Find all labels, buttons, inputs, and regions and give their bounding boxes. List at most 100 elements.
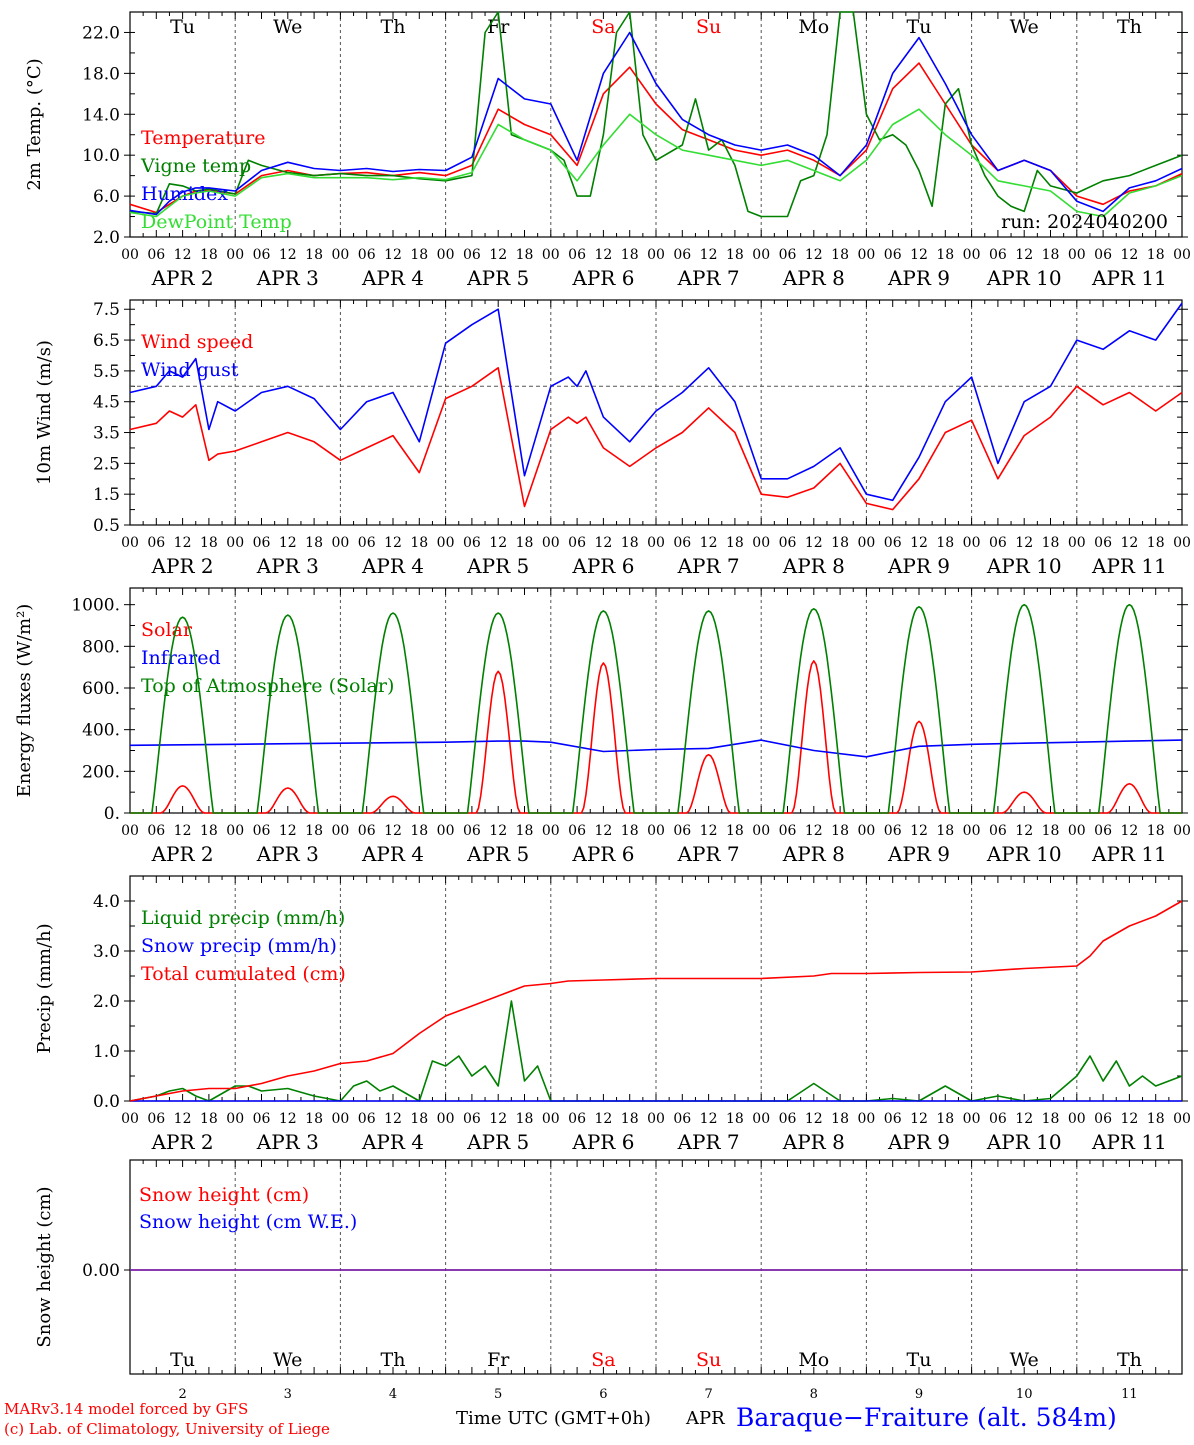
series-line-top-of-atmosphere-solar — [130, 603, 1182, 814]
hour-tick-label: 12 — [1015, 1111, 1033, 1127]
hour-tick-label: 00 — [963, 535, 981, 551]
hour-tick-label: 12 — [700, 1111, 718, 1127]
hour-tick-label: 06 — [1094, 535, 1112, 551]
hour-tick-label: 18 — [516, 823, 534, 839]
hour-tick-label: 00 — [542, 535, 560, 551]
day-number-label: 10 — [1016, 1387, 1033, 1402]
hour-tick-label: 12 — [1120, 823, 1138, 839]
hour-tick-label: 18 — [1147, 1111, 1165, 1127]
weekday-label: Tu — [907, 16, 932, 38]
hour-tick-label: 12 — [279, 247, 297, 263]
legend-entry: Infrared — [141, 647, 221, 669]
hour-tick-label: 00 — [121, 247, 139, 263]
hour-tick-label: 06 — [568, 535, 586, 551]
day-number-label: 4 — [389, 1387, 397, 1402]
hour-tick-label: 00 — [121, 823, 139, 839]
date-label: APR 9 — [887, 842, 950, 866]
hour-tick-label: 06 — [358, 247, 376, 263]
hour-tick-label: 06 — [147, 1111, 165, 1127]
hour-tick-label: 06 — [147, 823, 165, 839]
date-label: APR 10 — [986, 554, 1062, 578]
hour-tick-label: 00 — [963, 823, 981, 839]
date-label: APR 9 — [887, 554, 950, 578]
panel-2: 0.5 1.5 2.5 3.5 4.5 5.5 6.5 7.5 10m Wind (m/s) 00… — [34, 299, 1191, 578]
hour-tick-label: 12 — [910, 247, 928, 263]
hour-tick-label: 06 — [884, 823, 902, 839]
hour-tick-label: 06 — [358, 823, 376, 839]
y-tick-label: 6.5 — [93, 331, 120, 351]
hour-tick-label: 18 — [726, 1111, 744, 1127]
footer-model: MARv3.14 model forced by GFS — [4, 1400, 248, 1418]
hour-tick-label: 12 — [174, 823, 192, 839]
hour-tick-label: 18 — [1042, 823, 1060, 839]
weekday-label: Su — [696, 1349, 721, 1371]
series-line-wind-gust — [129, 302, 1183, 502]
date-label: APR 2 — [151, 842, 214, 866]
date-label: APR 4 — [361, 842, 424, 866]
hour-tick-label: 18 — [410, 535, 428, 551]
hour-tick-label: 12 — [700, 535, 718, 551]
date-label: APR 6 — [571, 554, 634, 578]
hour-tick-label: 06 — [1094, 1111, 1112, 1127]
y-tick-label: 1.5 — [93, 485, 120, 505]
series-line-humidex — [129, 31, 1183, 216]
weekday-label: Mo — [798, 16, 829, 38]
hour-tick-label: 00 — [647, 1111, 665, 1127]
hour-tick-label: 18 — [831, 535, 849, 551]
hour-tick-label: 00 — [857, 823, 875, 839]
hour-tick-label: 06 — [358, 535, 376, 551]
hour-tick-label: 12 — [1120, 535, 1138, 551]
hour-tick-label: 12 — [174, 1111, 192, 1127]
y-tick-label: 10.0 — [82, 146, 120, 166]
hour-tick-label: 06 — [463, 1111, 481, 1127]
hour-tick-label: 00 — [331, 823, 349, 839]
panel-5: 0.00 Snow height (cm) Tu We Th Fr Sa Su Mo Tu We Th… — [34, 1159, 1188, 1402]
hour-tick-label: 00 — [1173, 247, 1191, 263]
hour-tick-label: 18 — [621, 247, 639, 263]
hour-tick-label: 18 — [200, 247, 218, 263]
hour-tick-label: 12 — [279, 535, 297, 551]
series-line-total-cumulated-cm — [129, 900, 1183, 1102]
hour-tick-label: 18 — [831, 1111, 849, 1127]
date-label: APR 7 — [677, 266, 740, 290]
y-tick-label: 0. — [104, 804, 120, 824]
date-label: APR 3 — [256, 842, 319, 866]
series-line-infrared — [129, 739, 1183, 758]
series-line-wind-speed — [129, 367, 1183, 511]
weekday-label: Tu — [170, 16, 195, 38]
weekday-label: Fr — [487, 1349, 510, 1371]
legend-entry: Total cumulated (cm) — [141, 963, 346, 985]
y-tick-label: 14.0 — [82, 105, 120, 125]
date-label: APR 9 — [887, 1130, 950, 1154]
hour-tick-label: 06 — [884, 1111, 902, 1127]
date-label: APR 4 — [361, 1130, 424, 1154]
y-tick-label: 800. — [82, 637, 120, 657]
hour-tick-label: 12 — [910, 823, 928, 839]
hour-tick-label: 12 — [594, 535, 612, 551]
hour-tick-label: 00 — [437, 247, 455, 263]
legend-entry: Liquid precip (mm/h) — [141, 907, 345, 929]
day-number-label: 11 — [1121, 1387, 1138, 1402]
hour-tick-label: 06 — [1094, 823, 1112, 839]
y-axis-label: 2m Temp. (°C) — [24, 58, 45, 190]
hour-tick-label: 18 — [1147, 535, 1165, 551]
hour-tick-label: 18 — [726, 535, 744, 551]
y-axis-label: 10m Wind (m/s) — [34, 340, 55, 485]
hour-tick-label: 06 — [253, 1111, 271, 1127]
hour-tick-label: 18 — [726, 247, 744, 263]
hour-tick-label: 00 — [752, 823, 770, 839]
hour-tick-label: 12 — [1015, 535, 1033, 551]
hour-tick-label: 18 — [516, 1111, 534, 1127]
legend-entry: Snow precip (mm/h) — [141, 935, 337, 957]
hour-tick-label: 06 — [1094, 247, 1112, 263]
date-label: APR 2 — [151, 1130, 214, 1154]
date-label: APR 5 — [466, 842, 529, 866]
weekday-label: Th — [381, 16, 406, 38]
hour-tick-label: 12 — [489, 823, 507, 839]
hour-tick-label: 18 — [305, 247, 323, 263]
hour-tick-label: 00 — [1068, 535, 1086, 551]
hour-tick-label: 18 — [410, 823, 428, 839]
hour-tick-label: 00 — [1173, 535, 1191, 551]
weekday-label: Th — [381, 1349, 406, 1371]
